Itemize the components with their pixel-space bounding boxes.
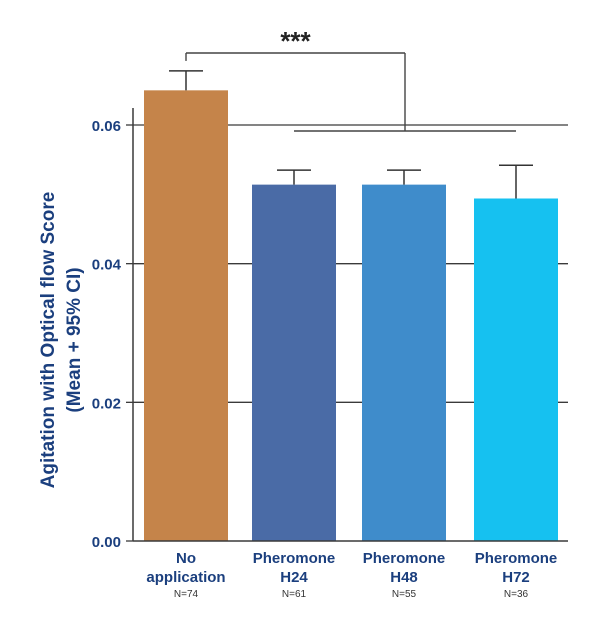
category-label-line1: Pheromone <box>253 550 336 567</box>
category-label-line1: Pheromone <box>475 550 558 567</box>
sample-size-label: N=55 <box>392 589 417 600</box>
category-label-line2: H24 <box>280 569 308 586</box>
category-label-line2: H48 <box>390 569 418 586</box>
error-bars <box>169 70 533 199</box>
bar-0 <box>144 90 228 541</box>
sample-size-label: N=36 <box>504 589 529 600</box>
y-tick-label: 0.02 <box>92 395 121 412</box>
labels: 0.00 0.02 0.04 0.06 No application N=74 Pheromo… <box>92 118 557 600</box>
significance-bracket: *** <box>185 26 516 132</box>
y-tick-label: 0.04 <box>92 257 122 274</box>
bar-3 <box>474 198 558 541</box>
bar-1 <box>252 184 336 542</box>
y-axis-title-line1: Agitation with Optical flow Score <box>38 192 59 489</box>
bars <box>144 90 558 542</box>
y-tick-label: 0.06 <box>92 118 121 135</box>
bar-2 <box>362 184 446 542</box>
category-label-line1: Pheromone <box>363 550 446 567</box>
category-label-line1: No <box>176 550 196 567</box>
significance-stars: *** <box>280 26 311 56</box>
sample-size-label: N=74 <box>174 589 199 600</box>
category-label-line2: H72 <box>502 569 530 586</box>
axes <box>126 108 568 542</box>
category-label-line2: application <box>146 569 225 586</box>
sample-size-label: N=61 <box>282 589 307 600</box>
y-axis-title-line2: (Mean + 95% CI) <box>64 267 85 412</box>
y-tick-label: 0.00 <box>92 534 121 551</box>
